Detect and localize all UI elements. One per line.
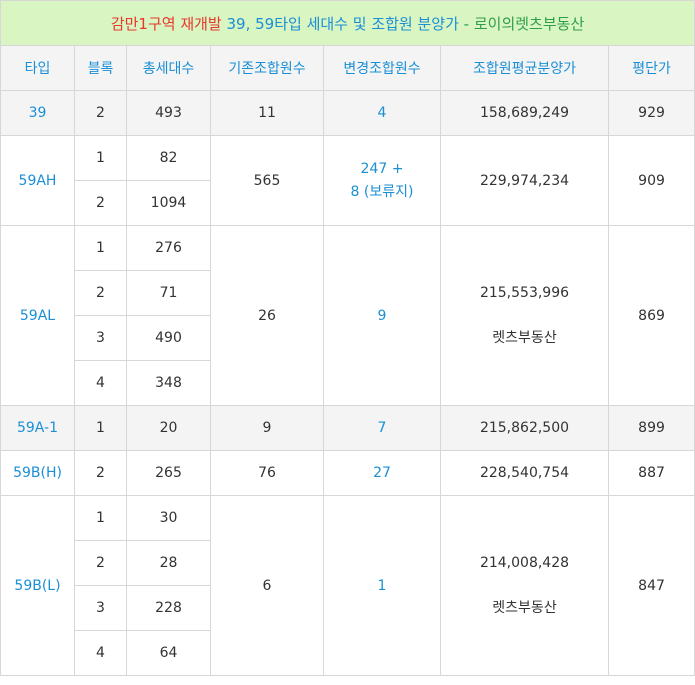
changed-members-line: 247 + [360,160,404,177]
block-cell: 2 [74,450,127,496]
type-cell: 39 [0,90,75,136]
type-label: 59AH [18,172,57,189]
average-price-cell: 229,974,234 [440,135,609,226]
header-type: 타입 [0,45,75,91]
table-title: 감만1구역 재개발 39, 59타입 세대수 및 조합원 분양가 - 로이의렛츠… [0,0,695,46]
units-cell: 276 [126,225,211,271]
table-row: 59AH 1 82 565 247 + 8 (보류지) 229,974,234 … [0,135,695,226]
units-cell: 493 [126,90,211,136]
table-body: 39 2 493 11 4 158,689,249 929 59AH 1 82 … [0,90,695,676]
units-cell: 82 [126,135,211,181]
units-cell: 71 [126,270,211,316]
table-row: 2 28 [1,540,695,586]
changed-members-cell: 9 [323,225,441,406]
type-cell: 59AL [0,225,75,406]
table-row: 3 490 [1,315,695,361]
title-separator: - [458,14,474,33]
block-cell: 1 [74,225,127,271]
watermark-text: 렛츠부동산 [492,599,557,616]
block-cell: 2 [74,180,127,226]
price-per-pyeong-cell: 899 [607,405,695,451]
average-price-cell: 158,689,249 [440,90,609,136]
existing-members-cell: 565 [210,135,324,226]
existing-members-cell: 26 [210,225,324,406]
average-price-cell: 228,540,754 [440,450,609,496]
type-cell: 59B(H) [0,450,75,496]
units-cell: 1094 [126,180,211,226]
block-cell: 1 [74,405,127,451]
changed-members-cell: 247 + 8 (보류지) [323,135,441,226]
changed-members-reserve: 8 (보류지) [350,183,414,200]
table-row: 39 2 493 11 4 158,689,249 929 [0,90,695,136]
type-label: 59A-1 [16,420,59,436]
average-price-cell: 215,862,500 [440,405,609,451]
units-cell: 20 [126,405,211,451]
changed-members-cell: 4 [323,90,441,136]
table-row: 59B(H) 2 265 76 27 228,540,754 887 [0,450,695,496]
units-cell: 64 [126,630,211,676]
title-subject: 39, 59타입 세대수 및 조합원 분양가 [226,14,459,33]
block-cell: 4 [74,360,127,406]
type-label: 59B(H) [13,465,62,481]
type-label: 59AL [19,307,56,324]
table-row: 2 71 [1,270,695,316]
average-price-value: 215,553,996 [479,284,570,301]
existing-members-cell: 6 [210,495,324,676]
header-average-price: 조합원평균분양가 [440,45,609,91]
units-cell: 28 [126,540,211,586]
type-cell: 59B(L) [0,495,75,676]
average-price-cell: 215,553,996 렛츠부동산 [440,225,609,406]
block-cell: 3 [74,585,127,631]
title-area: 감만1구역 재개발 [110,14,227,33]
units-cell: 490 [126,315,211,361]
block-cell: 3 [74,315,127,361]
type-label: 39 [28,105,47,121]
header-row: 타입 블록 총세대수 기존조합원수 변경조합원수 조합원평균분양가 평단가 [0,45,695,91]
units-cell: 30 [126,495,211,541]
average-price-value: 214,008,428 [479,554,570,571]
type-cell: 59A-1 [0,405,75,451]
header-price-per-pyeong: 평단가 [607,45,695,91]
block-cell: 4 [74,630,127,676]
header-total-units: 총세대수 [126,45,211,91]
changed-members-cell: 1 [323,495,441,676]
block-cell: 1 [74,495,127,541]
price-per-pyeong-cell: 929 [607,90,695,136]
table-row: 2 1094 [1,180,695,226]
price-per-pyeong-cell: 847 [607,495,695,676]
type-cell: 59AH [0,135,75,226]
block-cell: 2 [74,540,127,586]
price-per-pyeong-cell: 869 [607,225,695,406]
header-existing-members: 기존조합원수 [210,45,324,91]
units-cell: 228 [126,585,211,631]
block-cell: 1 [74,135,127,181]
units-cell: 265 [126,450,211,496]
table-row: 59A-1 1 20 9 7 215,862,500 899 [0,405,695,451]
table-row: 4 348 [1,360,695,406]
block-cell: 2 [74,90,127,136]
table-row: 4 64 [1,630,695,676]
title-source: 로이의렛츠부동산 [473,14,585,33]
table-row: 59B(L) 1 30 6 1 214,008,428 렛츠부동산 847 [0,495,695,676]
average-price-cell: 214,008,428 렛츠부동산 [440,495,609,676]
price-per-pyeong-cell: 887 [607,450,695,496]
header-block: 블록 [74,45,127,91]
type-label: 59B(L) [14,577,61,594]
existing-members-cell: 11 [210,90,324,136]
existing-members-cell: 9 [210,405,324,451]
units-cell: 348 [126,360,211,406]
changed-members-cell: 7 [323,405,441,451]
watermark-text: 렛츠부동산 [492,329,557,346]
price-per-pyeong-cell: 909 [607,135,695,226]
header-changed-members: 변경조합원수 [323,45,441,91]
existing-members-cell: 76 [210,450,324,496]
table-row: 59AL 1 276 26 9 215,553,996 렛츠부동산 869 [0,225,695,406]
changed-members-cell: 27 [323,450,441,496]
block-cell: 2 [74,270,127,316]
table-row: 3 228 [1,585,695,631]
